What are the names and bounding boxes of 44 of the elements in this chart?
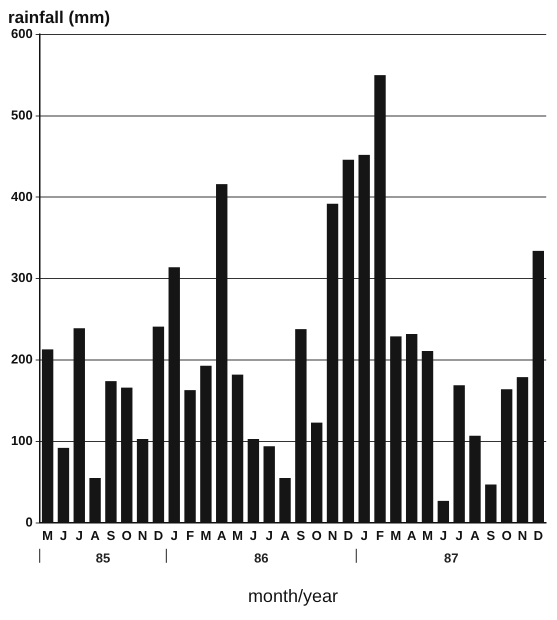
y-tick-label: 100 — [10, 432, 33, 448]
x-tick-label: O — [122, 528, 132, 544]
y-tick-label: 400 — [10, 188, 33, 204]
x-tick-label: A — [406, 528, 417, 544]
x-tick-label: J — [170, 528, 178, 544]
x-tick-label: J — [250, 528, 257, 544]
x-tick-label: N — [328, 528, 338, 544]
x-tick-label: N — [138, 528, 148, 544]
x-tick-label: M — [42, 528, 54, 544]
y-axis-title: rainfall (mm) — [8, 8, 110, 27]
x-tick-label: S — [296, 528, 306, 544]
y-tick-label: 500 — [10, 107, 33, 122]
y-tick-label: 200 — [10, 352, 33, 367]
text: 87 — [444, 550, 458, 566]
x-tick-label: D — [344, 528, 354, 544]
text: 86 — [254, 550, 269, 566]
x-tick-label: O — [502, 528, 512, 544]
y-tick-label: 300 — [10, 270, 33, 286]
x-tick-label: M — [200, 528, 212, 544]
x-tick-label: J — [76, 528, 83, 544]
x-tick-label: A — [217, 528, 228, 544]
y-tick-label: 0 — [25, 514, 33, 530]
x-tick-label: J — [456, 528, 463, 544]
text: 85 — [96, 550, 110, 566]
x-tick-label: D — [154, 528, 164, 544]
x-tick-label: D — [534, 528, 543, 544]
x-tick-label: J — [440, 528, 447, 544]
x-axis-title: month/year — [248, 586, 338, 606]
x-tick-label: N — [518, 528, 528, 544]
x-tick-label: M — [422, 528, 433, 544]
x-tick-label: F — [186, 528, 194, 544]
x-tick-label: J — [360, 528, 368, 544]
x-tick-label: M — [390, 528, 402, 544]
x-tick-label: M — [232, 528, 243, 544]
x-tick-label: S — [486, 528, 496, 544]
x-tick-label: J — [266, 528, 273, 544]
x-tick-label: O — [312, 528, 322, 544]
y-tick-label: 600 — [10, 26, 33, 41]
x-tick-label: A — [280, 528, 290, 544]
x-tick-label: S — [106, 528, 116, 544]
x-tick-label: A — [90, 528, 100, 544]
x-tick-label: A — [470, 528, 480, 544]
x-tick-label: J — [60, 528, 68, 544]
x-tick-label: F — [376, 528, 384, 544]
